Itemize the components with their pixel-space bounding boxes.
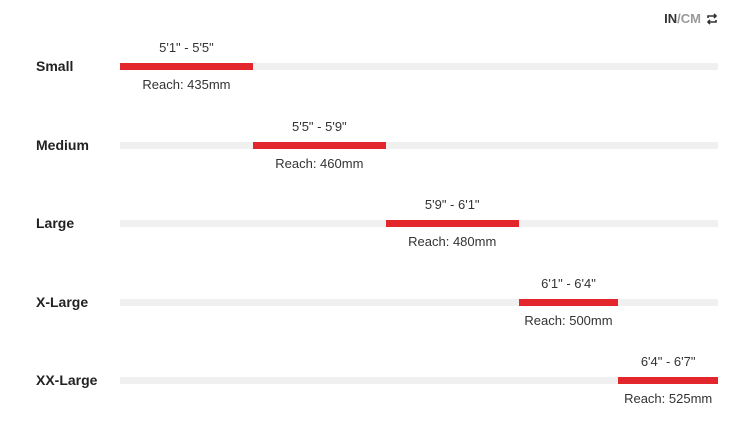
range-track: [120, 298, 718, 306]
size-row: Small 5'1" - 5'5" Reach: 435mm: [0, 36, 749, 96]
reach-label: Reach: 460mm: [275, 155, 364, 171]
size-row: Large 5'9" - 6'1" Reach: 480mm: [0, 193, 749, 253]
range-segment: [385, 220, 519, 227]
size-label: XX-Large: [36, 372, 98, 388]
height-range-label: 5'1" - 5'5": [159, 40, 214, 55]
range-track: [120, 63, 718, 70]
reach-label: Reach: 435mm: [142, 77, 231, 92]
reach-label: Reach: 500mm: [524, 312, 613, 328]
size-label: Medium: [36, 136, 89, 153]
reach-label: Reach: 480mm: [408, 234, 497, 249]
size-label: Small: [36, 58, 74, 74]
range-segment: [618, 377, 718, 384]
unit-in[interactable]: IN: [664, 11, 678, 26]
unit-toggle[interactable]: IN/CM: [664, 11, 719, 26]
size-label: Large: [36, 215, 75, 231]
swap-arrows-icon[interactable]: [705, 12, 719, 26]
reach-label: Reach: 525mm: [624, 391, 713, 406]
size-row: Medium 5'5" - 5'9" Reach: 460mm: [0, 115, 749, 175]
range-segment: [120, 63, 253, 70]
range-track: [120, 141, 718, 149]
unit-cm[interactable]: CM: [680, 11, 701, 26]
height-range-label: 6'1" - 6'4": [541, 275, 596, 291]
range-segment: [252, 141, 386, 149]
size-label: X-Large: [36, 293, 89, 310]
height-range-label: 5'5" - 5'9": [291, 118, 347, 134]
height-range-label: 6'4" - 6'7": [640, 354, 696, 369]
size-row: X-Large 6'1" - 6'4" Reach: 500mm: [0, 272, 749, 332]
unit-separator: /: [677, 11, 681, 26]
range-track: [120, 377, 718, 384]
height-range-label: 5'9" - 6'1": [424, 197, 480, 212]
size-row: XX-Large 6'4" - 6'7" Reach: 525mm: [0, 350, 749, 410]
range-segment: [518, 298, 619, 306]
